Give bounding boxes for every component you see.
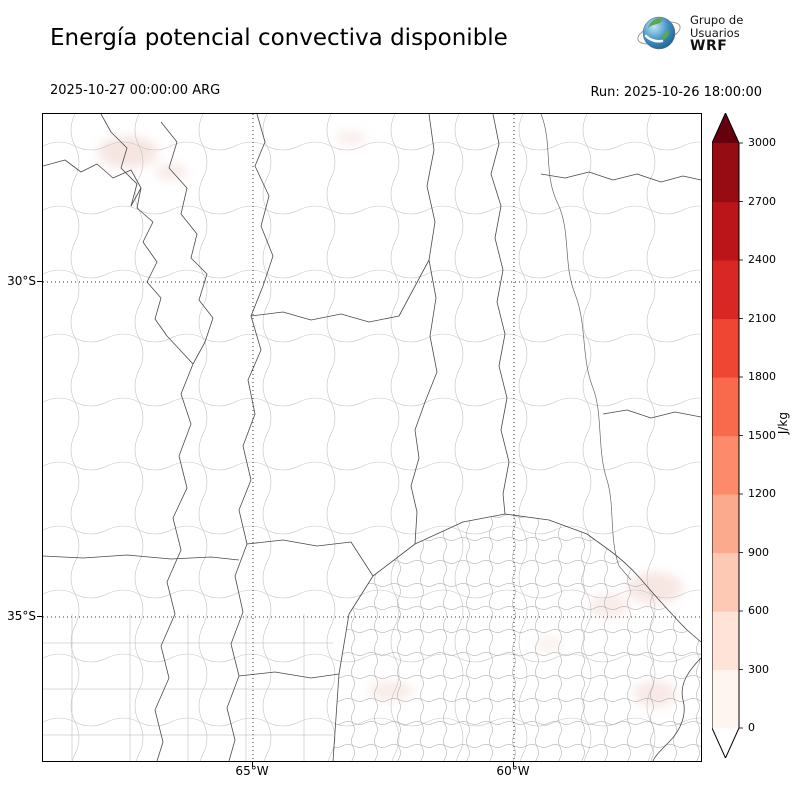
colorbar-tick-label: 900: [748, 545, 769, 559]
logo-line-3: WRF: [690, 37, 728, 54]
colorbar-segment: [712, 377, 739, 437]
colorbar: [711, 111, 748, 760]
map-svg: [43, 114, 701, 761]
colorbar-tick-label: 600: [748, 604, 769, 617]
colorbar-segment: [712, 260, 739, 320]
lon-tick-65w: [252, 762, 253, 767]
lat-label-35s: 35°S: [7, 609, 36, 623]
lon-label-65w: 65°W: [235, 764, 269, 778]
colorbar-segment: [712, 318, 739, 378]
colorbar-tick-label: 0: [748, 721, 755, 734]
wrf-logo: Grupo de Usuarios WRF: [636, 10, 743, 56]
colorbar-tick-label: 1500: [748, 428, 776, 442]
colorbar-tick-label: 3000: [748, 136, 776, 149]
colorbar-segment: [712, 611, 739, 671]
colorbar-units-label: J/kg: [776, 412, 790, 435]
colorbar-under-arrow: [712, 728, 739, 758]
lon-label-60w: 60°W: [496, 764, 530, 778]
logo-line-2: Usuarios: [690, 25, 740, 40]
colorbar-tick-label: 1200: [748, 487, 776, 500]
colorbar-segment: [712, 435, 739, 495]
department-mesh: [43, 114, 701, 761]
colorbar-segment: [712, 143, 739, 203]
river-line: [540, 114, 632, 581]
gridlines: [43, 114, 701, 761]
lat-tick-35s: [37, 616, 42, 617]
colorbar-tick-label: 2400: [748, 253, 776, 266]
valid-time: 2025-10-27 00:00:00 ARG: [50, 83, 221, 98]
colorbar-segment: [712, 552, 739, 612]
globe-icon: [637, 16, 681, 50]
colorbar-segment: [712, 201, 739, 261]
logo-text: Grupo de Usuarios WRF: [690, 12, 744, 54]
colorbar-svg: [711, 111, 743, 760]
lon-tick-60w: [513, 762, 514, 767]
logo-line-1: Grupo de: [690, 12, 744, 27]
colorbar-tick-label: 300: [748, 662, 769, 676]
colorbar-over-arrow: [712, 113, 739, 143]
lat-label-30s: 30°S: [7, 274, 36, 288]
province-boundaries: [43, 114, 701, 761]
colorbar-tick-label: 2100: [748, 311, 776, 325]
colorbar-tick-label: 2700: [748, 194, 776, 208]
map-canvas: [42, 113, 702, 762]
plot-title: Energía potencial convectiva disponible: [50, 25, 508, 51]
lat-tick-30s: [37, 281, 42, 282]
colorbar-segment: [712, 669, 739, 729]
colorbar-segment: [712, 494, 739, 554]
colorbar-tick-label: 1800: [748, 370, 776, 383]
run-label: Run: 2025-10-26 18:00:00: [590, 85, 762, 100]
